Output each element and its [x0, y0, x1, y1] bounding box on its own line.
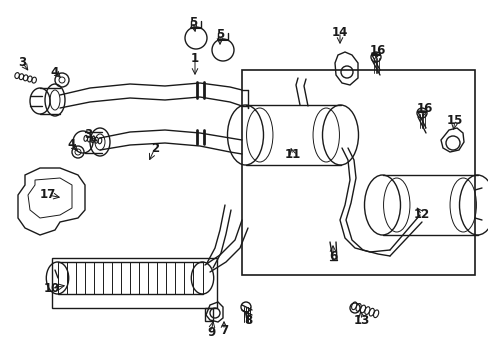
- Text: 5: 5: [215, 28, 224, 41]
- Text: 16: 16: [369, 44, 386, 57]
- Bar: [52, 258, 217, 308]
- Text: 13: 13: [353, 314, 369, 327]
- Text: 7: 7: [220, 324, 227, 337]
- Text: 3: 3: [84, 129, 92, 141]
- Text: 15: 15: [446, 113, 462, 126]
- Text: 11: 11: [285, 148, 301, 162]
- Bar: [204, 308, 213, 321]
- Text: 5: 5: [188, 15, 197, 28]
- Text: 16: 16: [416, 102, 432, 114]
- Text: 4: 4: [51, 66, 59, 78]
- Text: 6: 6: [328, 251, 336, 264]
- Text: 9: 9: [206, 325, 215, 338]
- Text: 3: 3: [18, 55, 26, 68]
- Text: 8: 8: [244, 314, 252, 327]
- Text: 14: 14: [331, 26, 347, 39]
- Text: 2: 2: [151, 141, 159, 154]
- Text: 4: 4: [68, 139, 76, 152]
- Text: 1: 1: [190, 51, 199, 64]
- Text: 10: 10: [44, 282, 60, 294]
- Text: 17: 17: [40, 189, 56, 202]
- Text: 12: 12: [413, 208, 429, 221]
- Bar: [242, 70, 474, 275]
